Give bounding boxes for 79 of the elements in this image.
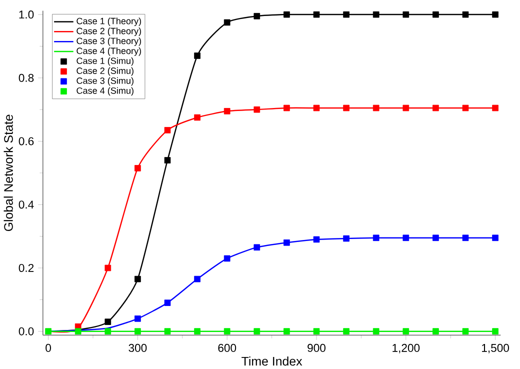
y-tick-label: 0.2	[18, 264, 34, 272]
y-tick-label: 0.8	[18, 74, 34, 82]
point	[104, 318, 112, 325]
point	[134, 276, 141, 282]
point	[492, 11, 498, 18]
point	[372, 234, 380, 241]
y-tick-label: 0.0	[18, 327, 34, 336]
legend-label: Case 2 (Theory)	[76, 27, 141, 36]
point	[254, 12, 260, 20]
point	[313, 11, 320, 18]
point	[462, 104, 469, 111]
x-tick-label: 300	[128, 344, 147, 352]
point	[224, 255, 230, 262]
legend-label: Case 4 (Theory)	[76, 47, 141, 56]
x-axis-title: Time Index	[242, 356, 302, 366]
point	[194, 114, 200, 120]
point	[402, 11, 410, 18]
legend-label: Case 1 (Simu)	[76, 57, 134, 66]
legend-label: Case 3 (Theory)	[76, 37, 141, 46]
point	[462, 11, 469, 18]
point	[194, 52, 200, 59]
point	[492, 104, 498, 111]
point	[402, 234, 410, 241]
point	[402, 104, 410, 111]
point	[492, 328, 498, 334]
legend-label: Case 4 (Simu)	[76, 86, 134, 96]
point	[254, 244, 260, 250]
point	[343, 328, 350, 334]
point	[343, 104, 350, 111]
point	[254, 328, 260, 334]
point	[432, 328, 439, 334]
point	[313, 104, 320, 111]
point	[343, 235, 350, 242]
x-tick-label: 0	[46, 344, 51, 352]
point	[224, 19, 230, 26]
point	[45, 328, 52, 334]
point	[164, 126, 171, 134]
point	[164, 156, 171, 164]
point	[343, 11, 350, 18]
point	[104, 328, 112, 334]
point	[462, 328, 469, 334]
legend-label: Case 1 (Theory)	[76, 17, 141, 26]
x-tick-label: 1,200	[392, 344, 420, 354]
point	[194, 276, 200, 282]
point	[194, 328, 200, 334]
legend-label: Case 3 (Simu)	[76, 77, 134, 86]
point	[104, 264, 112, 271]
point	[224, 108, 230, 114]
point	[134, 164, 141, 172]
point	[254, 106, 260, 113]
point	[313, 328, 320, 334]
point	[164, 299, 171, 306]
y-tick-label: 0.4	[18, 200, 34, 208]
point	[402, 328, 410, 334]
x-tick-label: 900	[308, 344, 326, 352]
y-axis-title: Global Network State	[4, 114, 13, 231]
point	[313, 236, 320, 242]
y-tick-label: 1.0	[19, 10, 34, 18]
point	[224, 328, 230, 334]
point	[74, 328, 82, 334]
point	[432, 234, 439, 241]
point	[134, 315, 141, 322]
point	[432, 104, 439, 111]
point	[462, 234, 469, 241]
point	[284, 104, 290, 111]
point	[284, 11, 290, 18]
point	[284, 328, 290, 334]
point	[372, 328, 380, 334]
x-tick-label: 1,500	[482, 344, 510, 354]
point	[432, 11, 439, 18]
point	[492, 234, 498, 241]
point	[164, 328, 171, 334]
y-tick-label: 0.6	[18, 137, 34, 146]
point	[134, 328, 141, 334]
x-tick-label: 600	[218, 344, 236, 352]
point	[284, 239, 290, 246]
point	[372, 11, 380, 18]
legend-label: Case 2 (Simu)	[76, 67, 134, 76]
point	[372, 104, 380, 111]
